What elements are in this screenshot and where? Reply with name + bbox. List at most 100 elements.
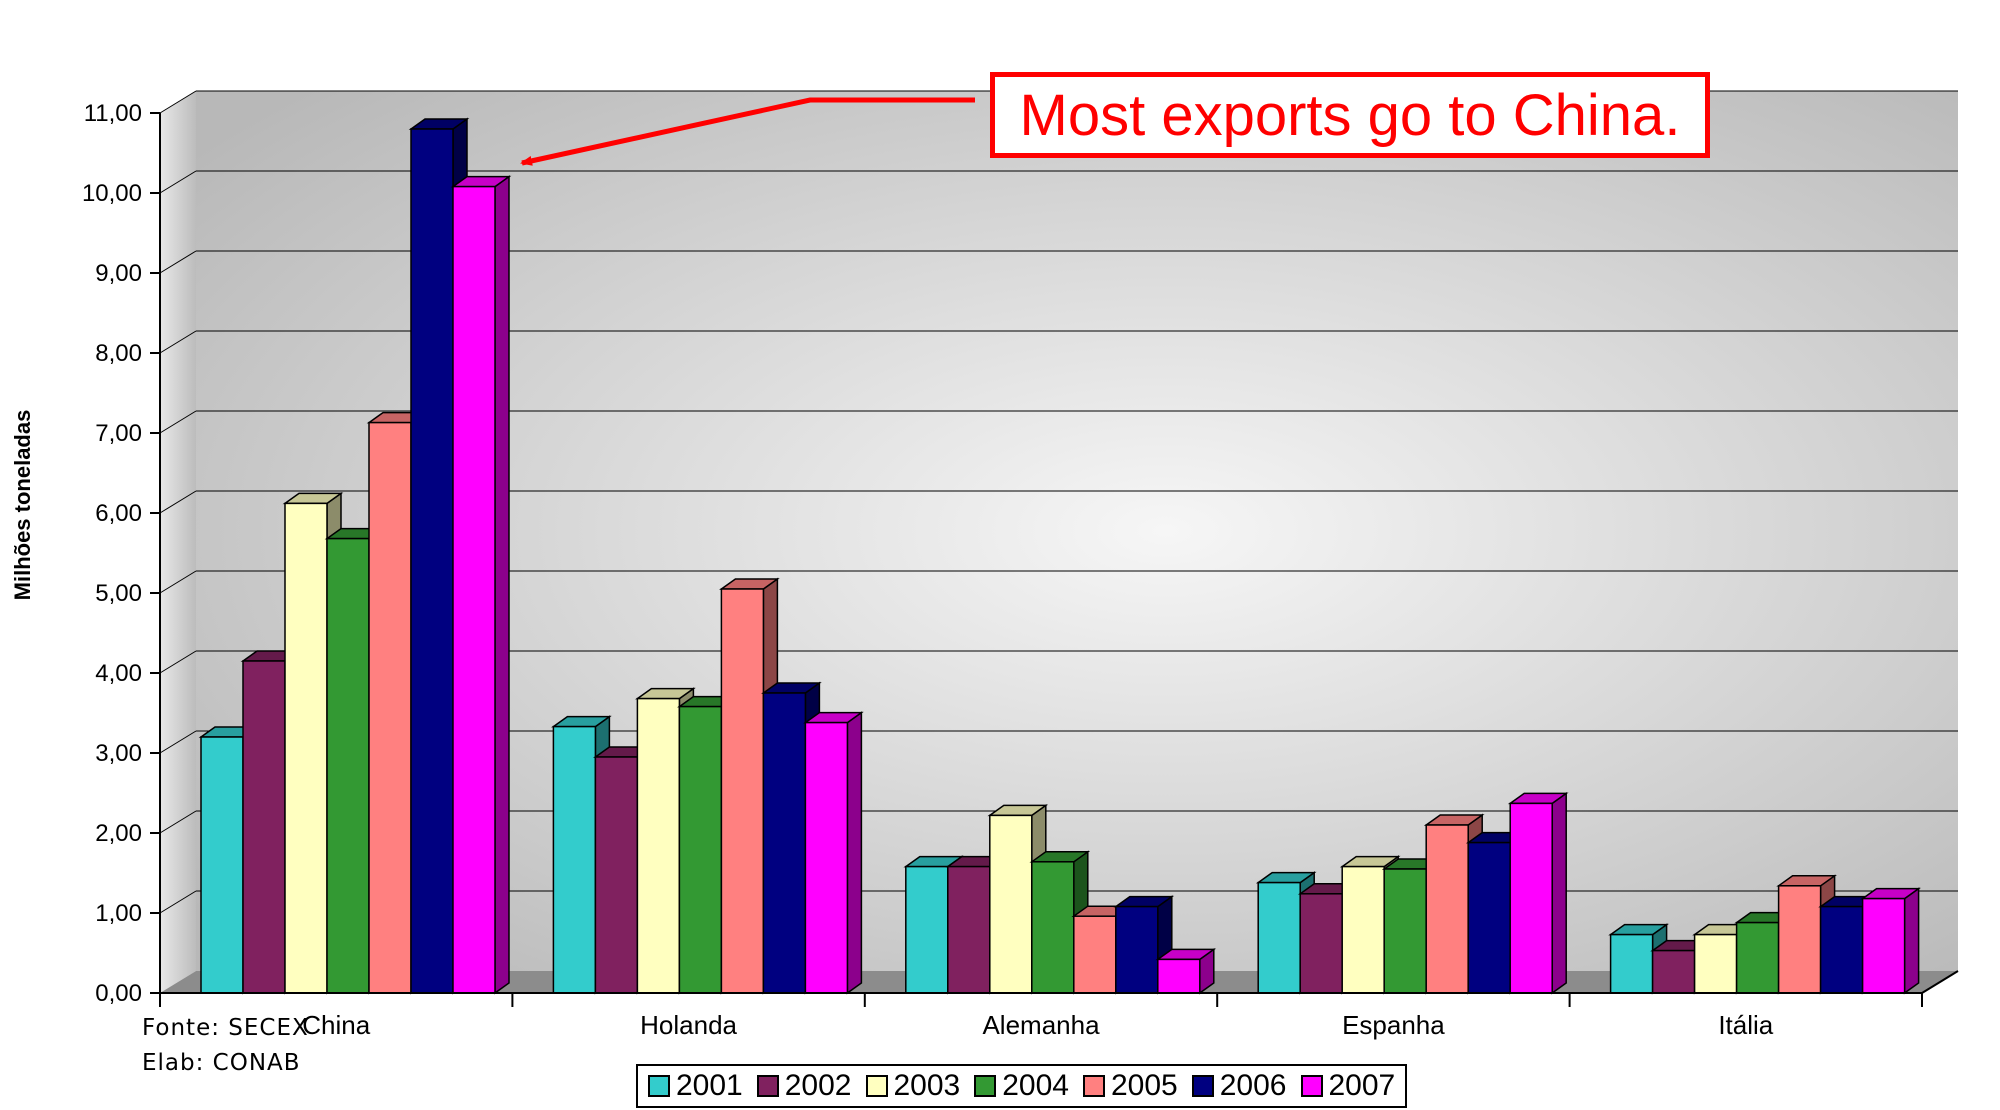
bar-front — [1609, 933, 1654, 994]
bar-front — [1425, 824, 1469, 994]
bar-front — [804, 721, 849, 994]
bar-front — [1693, 933, 1738, 994]
bar-front — [1651, 949, 1696, 994]
annotation-callout: Most exports go to China. — [990, 72, 1710, 158]
bar-front — [1157, 958, 1201, 994]
bar-front — [410, 128, 454, 994]
legend-swatch — [1083, 1075, 1105, 1097]
y-tick-label: 5,00 — [95, 580, 142, 607]
legend-item: 2001 — [648, 1069, 743, 1103]
legend-swatch — [648, 1075, 670, 1097]
gridline-diagonal — [159, 890, 197, 914]
annotation-text: Most exports go to China. — [1019, 82, 1681, 148]
gridline-diagonal — [159, 170, 197, 194]
gridline-diagonal — [159, 650, 197, 674]
x-tick-label: China — [302, 1010, 370, 1040]
bar-front — [594, 756, 639, 994]
legend: 2001 2002 2003 2004 2005 2006 2007 — [636, 1064, 1408, 1108]
y-tick-label: 1,00 — [95, 900, 142, 927]
floor-edge — [1921, 970, 1959, 994]
bar-front — [1031, 861, 1075, 994]
legend-item: 2002 — [756, 1069, 852, 1103]
bar-side — [494, 175, 510, 995]
y-tick-label: 0,00 — [95, 980, 142, 1007]
legend-label: 2007 — [1328, 1069, 1396, 1102]
gridline-diagonal — [159, 410, 197, 434]
bar-front — [636, 697, 681, 994]
bar-alemanha-2007 — [1155, 947, 1217, 995]
legend-item: 2005 — [1083, 1069, 1178, 1103]
bar-side — [1551, 791, 1567, 995]
legend-item: 2006 — [1191, 1069, 1287, 1103]
bar-front — [1861, 897, 1906, 994]
y-tick-label: 10,00 — [82, 180, 142, 207]
bar-side — [846, 711, 863, 995]
y-axis-label: Milhões toneladas — [10, 410, 35, 601]
bar-front — [1341, 865, 1385, 994]
gridline-diagonal — [159, 570, 197, 594]
y-tick-label: 8,00 — [95, 340, 142, 367]
gridline-diagonal — [159, 730, 197, 754]
bar-front — [1467, 841, 1511, 994]
x-tick-label: Alemanha — [982, 1010, 1100, 1040]
legend-swatch — [1191, 1075, 1214, 1097]
legend-label: 2006 — [1219, 1069, 1287, 1102]
bar-front — [1383, 868, 1427, 994]
legend-label: 2001 — [676, 1069, 743, 1102]
y-tick-label: 11,00 — [84, 100, 142, 127]
bar-front — [1735, 921, 1780, 994]
source-note: Fonte: SECEX — [142, 1015, 309, 1041]
bar-front — [762, 692, 807, 994]
bar-front — [368, 421, 412, 994]
bar-china-2007 — [450, 175, 512, 995]
y-tick-label: 4,00 — [95, 660, 142, 687]
gridline-diagonal — [159, 90, 197, 114]
legend-label: 2005 — [1111, 1069, 1178, 1102]
legend-item: 2004 — [974, 1069, 1069, 1103]
bar-front — [242, 660, 286, 994]
bar-holanda-2007 — [803, 711, 864, 995]
y-tick-label: 7,00 — [95, 420, 142, 447]
bar-front — [284, 502, 328, 994]
gridline-diagonal — [159, 490, 197, 514]
y-tick-label: 3,00 — [95, 740, 142, 767]
bar-itália-2007 — [1860, 887, 1921, 995]
bar-itália-2001 — [1608, 923, 1669, 995]
side-wall — [160, 91, 196, 993]
bar-front — [989, 814, 1033, 994]
y-tick-label: 2,00 — [95, 820, 142, 847]
legend-label: 2002 — [784, 1069, 852, 1102]
x-tick-label: Holanda — [640, 1010, 737, 1040]
bar-front — [720, 588, 765, 994]
legend-swatch — [865, 1075, 888, 1097]
gridline-diagonal — [159, 810, 197, 834]
axes: 0,00 1,00 2,00 3,00 4,00 5,00 6,00 7,00 8,00 9,00… — [82, 100, 1959, 1040]
bar-front — [452, 185, 496, 994]
bar-front — [1115, 905, 1159, 994]
bar-front — [1073, 915, 1117, 994]
y-tick-label: 6,00 — [95, 500, 142, 527]
bars — [198, 117, 1921, 995]
bar-front — [200, 736, 244, 994]
bar-espanha-2007 — [1507, 791, 1569, 995]
bar-front — [552, 725, 597, 994]
bar-side — [1903, 887, 1920, 995]
legend-label: 2004 — [1002, 1069, 1069, 1102]
x-tick-label: Espanha — [1342, 1010, 1445, 1040]
bar-front — [947, 865, 991, 994]
x-tick-label: Itália — [1718, 1010, 1773, 1040]
bar-front — [326, 537, 370, 994]
bar-front — [678, 705, 723, 994]
gridline-diagonal — [159, 330, 197, 354]
bar-front — [1257, 881, 1301, 994]
bar-front — [1819, 905, 1864, 994]
legend-swatch — [756, 1075, 779, 1097]
bar-front — [1777, 885, 1822, 994]
legend-label: 2003 — [893, 1069, 961, 1102]
legend-item: 2007 — [1300, 1069, 1396, 1103]
legend-item: 2003 — [865, 1069, 961, 1103]
y-tick-label: 9,00 — [95, 260, 142, 287]
callout-arrow — [520, 97, 975, 166]
legend-swatch — [1300, 1075, 1323, 1097]
